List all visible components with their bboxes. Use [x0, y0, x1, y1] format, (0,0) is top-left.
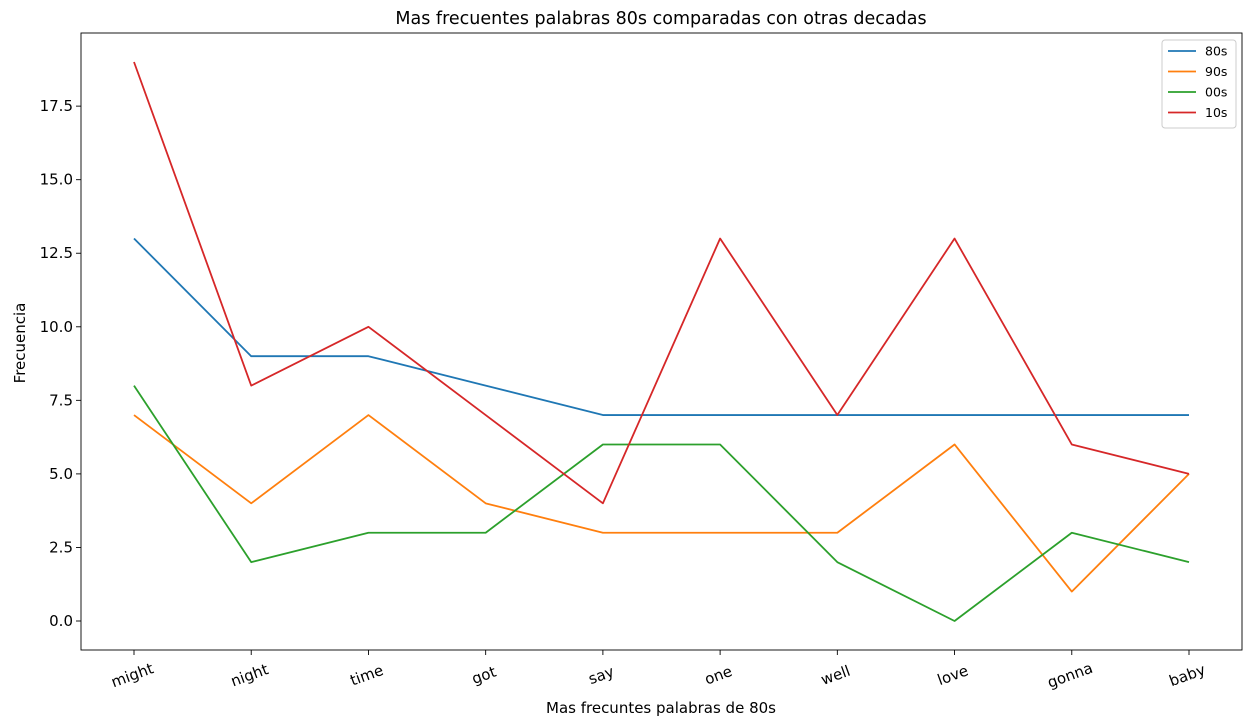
x-tick-label: say: [586, 662, 617, 688]
x-tick-label: baby: [1167, 660, 1208, 690]
series-line-10s: [133, 61, 1190, 505]
x-axis: might night time got say one well love gonna baby: [109, 650, 1208, 692]
x-tick-label: got: [469, 663, 498, 688]
y-axis: 0.0 2.5 5.0 7.5 10.0 12.5 15.0 17.5: [40, 97, 81, 630]
y-tick-label: 10.0: [40, 318, 73, 336]
legend-label: 00s: [1205, 85, 1227, 100]
x-tick-label: well: [819, 662, 853, 689]
y-tick-label: 0.0: [49, 612, 73, 630]
series-line-90s: [133, 414, 1190, 593]
x-tick-label: might: [109, 659, 156, 691]
y-tick-label: 2.5: [49, 538, 73, 556]
x-axis-label: Mas frecuntes palabras de 80s: [546, 699, 776, 717]
legend-label: 80s: [1205, 44, 1227, 59]
plot-frame: [80, 32, 1243, 651]
legend-label: 90s: [1205, 64, 1227, 79]
y-tick-label: 15.0: [40, 171, 73, 189]
chart-title: Mas frecuentes palabras 80s comparadas c…: [395, 9, 926, 29]
series-line-80s: [133, 237, 1189, 416]
legend-label: 10s: [1205, 105, 1227, 120]
x-tick-label: one: [702, 662, 734, 688]
x-tick-label: night: [228, 660, 271, 690]
y-tick-label: 5.0: [49, 465, 73, 483]
x-tick-label: time: [348, 661, 386, 690]
y-tick-label: 17.5: [40, 97, 73, 115]
series-lines: [133, 61, 1190, 622]
y-tick-label: 12.5: [40, 244, 73, 262]
series-line-00s: [133, 385, 1190, 622]
y-axis-label: Frecuencia: [11, 303, 29, 384]
legend: 80s 90s 00s 10s: [1161, 39, 1237, 129]
x-tick-label: gonna: [1045, 659, 1095, 692]
x-tick-label: love: [935, 661, 971, 689]
plot-area: [80, 32, 1243, 651]
y-tick-label: 7.5: [49, 391, 73, 409]
legend-box: [1161, 39, 1237, 129]
